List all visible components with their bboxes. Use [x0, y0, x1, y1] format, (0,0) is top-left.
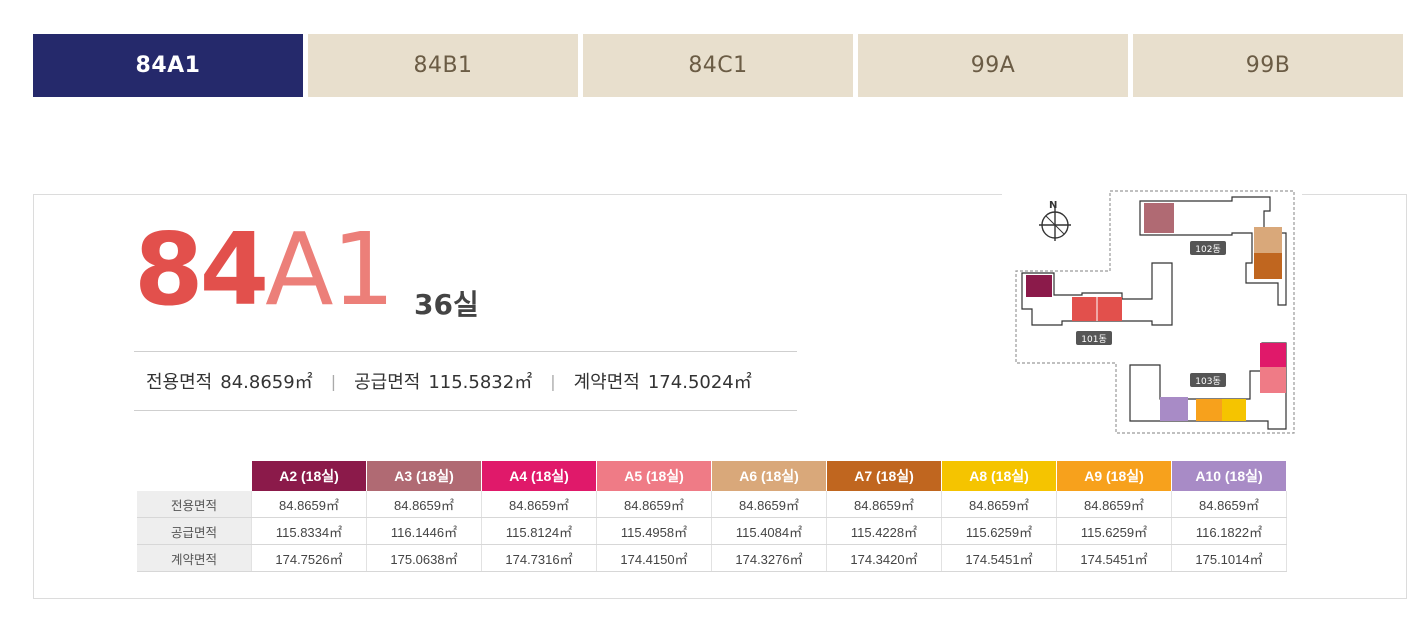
table-cell: 84.8659㎡: [481, 491, 597, 518]
table-cell: 174.4150㎡: [596, 544, 712, 572]
building-101-outline: [1021, 262, 1173, 326]
unit-a4-marker: [1260, 343, 1286, 367]
table-cell: 115.8124㎡: [481, 517, 597, 545]
column-header-a4: A4 (18실): [481, 461, 597, 491]
area-summary: 전용면적 84.8659㎡ | 공급면적 115.5832㎡ | 계약면적 17…: [134, 351, 797, 411]
table-cell: 84.8659㎡: [596, 491, 712, 518]
table-cell: 175.1014㎡: [1171, 544, 1287, 572]
table-cell: 174.5451㎡: [1056, 544, 1172, 572]
unit-a10-marker: [1160, 397, 1188, 421]
building-103-label: 103동: [1195, 376, 1220, 387]
unit-a2-marker: [1026, 275, 1052, 297]
column-header-a10: A10 (18실): [1171, 461, 1287, 491]
contract-area-value: 174.5024㎡: [647, 372, 752, 393]
table-cell: 115.6259㎡: [941, 517, 1057, 545]
divider: |: [550, 371, 556, 391]
contract-area-label: 계약면적: [573, 372, 640, 393]
exclusive-area-value: 84.8659㎡: [220, 372, 313, 393]
table-cell: 174.7316㎡: [481, 544, 597, 572]
unit-a3-marker: [1144, 203, 1174, 233]
tab-99a[interactable]: 99A: [858, 34, 1128, 97]
building-102-label: 102동: [1195, 244, 1220, 255]
table-cell: 116.1446㎡: [366, 517, 482, 545]
column-header-a2: A2 (18실): [251, 461, 367, 491]
column-header-a9: A9 (18실): [1056, 461, 1172, 491]
column-header-a8: A8 (18실): [941, 461, 1057, 491]
unit-info-panel: 84A1 36실 전용면적 84.8659㎡ | 공급면적 115.5832㎡ …: [33, 189, 1407, 599]
row-label: 전용면적: [137, 491, 252, 518]
table-cell: 84.8659㎡: [941, 491, 1057, 518]
table-row: 전용면적 84.8659㎡ 84.8659㎡ 84.8659㎡ 84.8659㎡…: [137, 491, 1287, 518]
table-cell: 116.1822㎡: [1171, 517, 1287, 545]
tab-99b[interactable]: 99B: [1133, 34, 1403, 97]
table-cell: 115.4958㎡: [596, 517, 712, 545]
table-cell: 115.8334㎡: [251, 517, 367, 545]
row-label: 공급면적: [137, 517, 252, 545]
unit-count: 36실: [414, 288, 479, 321]
table-cell: 84.8659㎡: [1171, 491, 1287, 518]
compass-icon: N: [1039, 200, 1071, 241]
table-cell: 84.8659㎡: [711, 491, 827, 518]
unit-spec-table: A2 (18실) A3 (18실) A4 (18실) A5 (18실) A6 (…: [137, 461, 1287, 572]
unit-a6-marker: [1254, 227, 1282, 253]
supply-area-value: 115.5832㎡: [428, 372, 533, 393]
divider: |: [330, 371, 337, 391]
column-header-a6: A6 (18실): [711, 461, 827, 491]
unit-type-tabs: 84A1 84B1 84C1 99A 99B: [33, 34, 1404, 97]
table-cell: 84.8659㎡: [251, 491, 367, 518]
building-label-bg: [1076, 331, 1112, 345]
unit-a9-marker: [1196, 399, 1222, 421]
building-label-bg: [1190, 373, 1226, 387]
table-cell: 115.4084㎡: [711, 517, 827, 545]
tab-84a1[interactable]: 84A1: [33, 34, 303, 97]
site-map: N 102동 101동 103동: [1002, 189, 1302, 441]
table-cell: 84.8659㎡: [366, 491, 482, 518]
unit-a7-marker: [1254, 253, 1282, 279]
table-header-row: A2 (18실) A3 (18실) A4 (18실) A5 (18실) A6 (…: [137, 461, 1287, 491]
table-cell: 84.8659㎡: [1056, 491, 1172, 518]
table-cell: 174.3276㎡: [711, 544, 827, 572]
table-cell: 174.3420㎡: [826, 544, 942, 572]
column-header-a5: A5 (18실): [596, 461, 712, 491]
building-label-bg: [1190, 241, 1226, 255]
unit-type-title: 84A1: [134, 215, 395, 325]
unit-type-suffix: A1: [265, 211, 395, 328]
row-label: 계약면적: [137, 544, 252, 572]
supply-area-label: 공급면적: [354, 372, 421, 393]
unit-a8-marker: [1222, 399, 1246, 421]
unit-type-number: 84: [134, 211, 269, 328]
unit-a5-marker: [1260, 367, 1286, 393]
table-row: 계약면적 174.7526㎡ 175.0638㎡ 174.7316㎡ 174.4…: [137, 544, 1287, 572]
building-101-label: 101동: [1081, 334, 1106, 345]
tab-84b1[interactable]: 84B1: [308, 34, 578, 97]
table-cell: 115.6259㎡: [1056, 517, 1172, 545]
table-corner: [137, 461, 252, 491]
exclusive-area-label: 전용면적: [146, 372, 213, 393]
tab-84c1[interactable]: 84C1: [583, 34, 853, 97]
table-cell: 115.4228㎡: [826, 517, 942, 545]
column-header-a7: A7 (18실): [826, 461, 942, 491]
column-header-a3: A3 (18실): [366, 461, 482, 491]
compass-north-label: N: [1049, 200, 1057, 211]
table-cell: 84.8659㎡: [826, 491, 942, 518]
table-row: 공급면적 115.8334㎡ 116.1446㎡ 115.8124㎡ 115.4…: [137, 517, 1287, 545]
table-cell: 174.7526㎡: [251, 544, 367, 572]
table-cell: 174.5451㎡: [941, 544, 1057, 572]
building-102-outline: [1139, 196, 1287, 306]
table-cell: 175.0638㎡: [366, 544, 482, 572]
